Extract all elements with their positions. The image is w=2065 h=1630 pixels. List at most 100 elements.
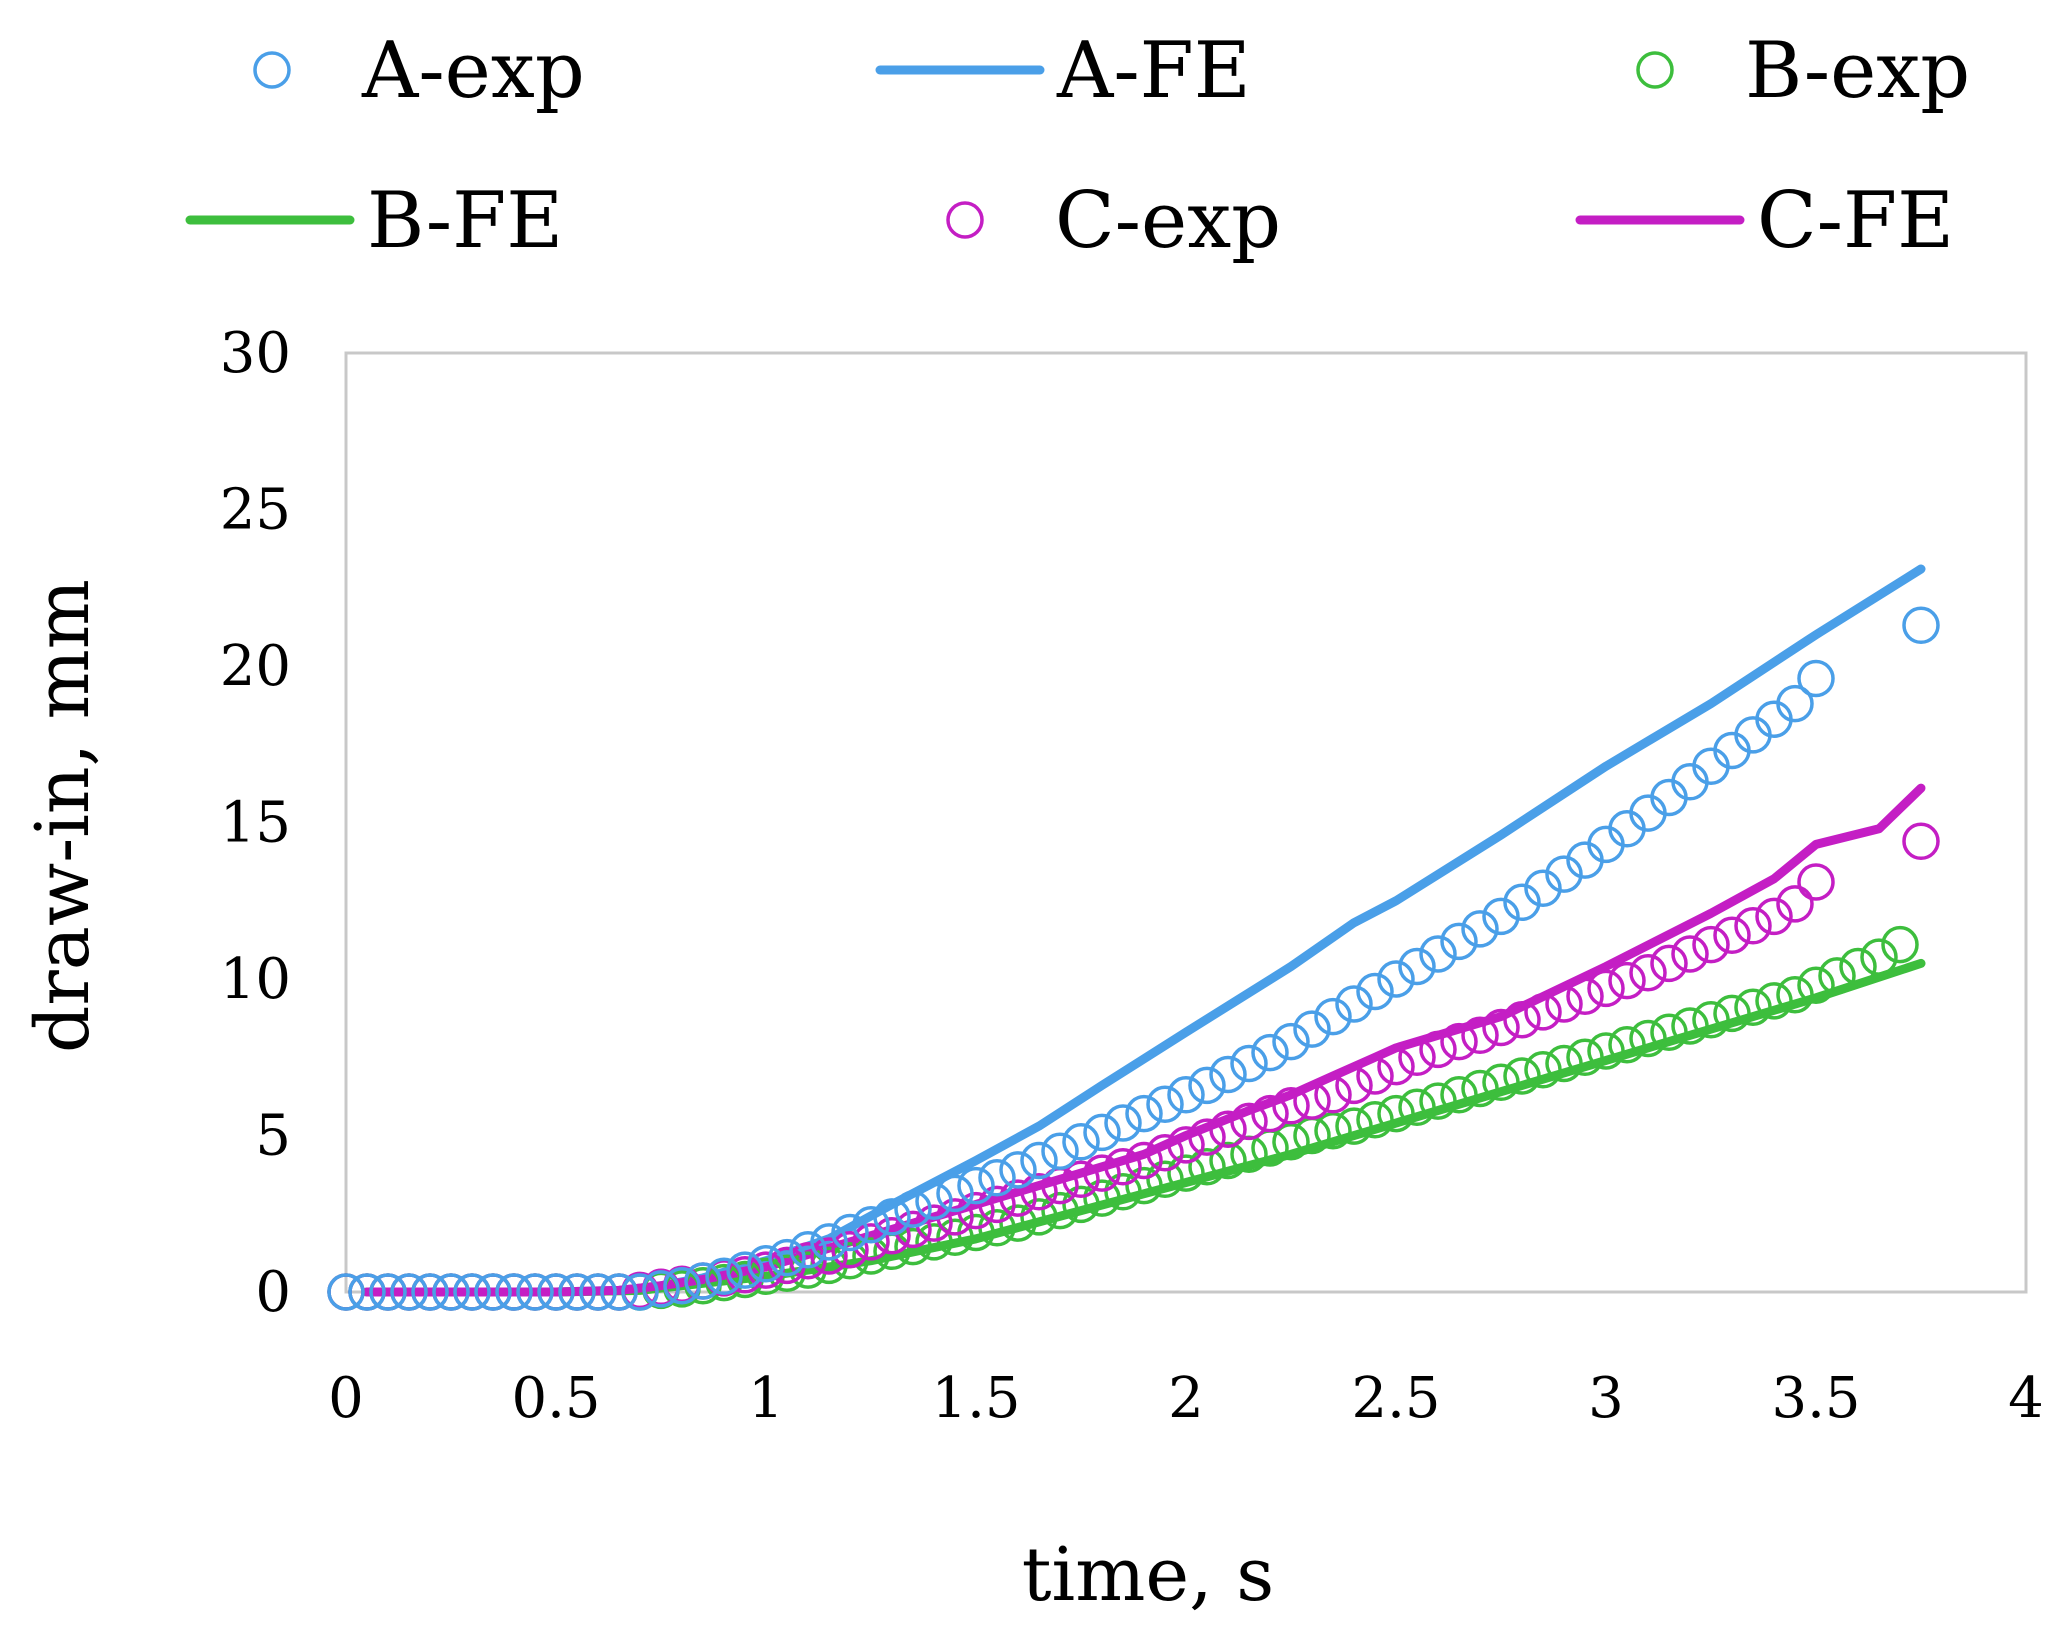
a-exp-point xyxy=(1461,910,1499,948)
a-exp-point xyxy=(1902,606,1940,645)
c-exp-point xyxy=(852,1223,890,1261)
a-exp-point xyxy=(474,1273,512,1311)
b-exp-point xyxy=(1566,1038,1604,1077)
c-exp-point xyxy=(1104,1148,1142,1186)
a-exp-point xyxy=(600,1273,638,1311)
c-exp-point xyxy=(1650,944,1688,983)
a-exp-point xyxy=(894,1190,932,1228)
c-exp-point xyxy=(915,1204,953,1242)
b-exp-point xyxy=(1209,1141,1247,1180)
a-exp-point xyxy=(579,1273,617,1311)
a-exp-point xyxy=(1293,1010,1331,1048)
b-exp-point xyxy=(1839,947,1877,986)
c-exp-point xyxy=(1734,907,1772,945)
b-exp-point xyxy=(1020,1198,1058,1236)
a-exp-point xyxy=(1020,1141,1058,1180)
c-exp-point xyxy=(1209,1110,1247,1148)
a-exp-point xyxy=(558,1273,596,1311)
b-exp-point xyxy=(1104,1173,1142,1211)
c-exp-point xyxy=(1566,977,1604,1015)
a-exp-point xyxy=(1167,1076,1205,1114)
c-exp-point xyxy=(1419,1030,1457,1069)
b-exp-point xyxy=(1440,1076,1478,1114)
a-exp-point xyxy=(432,1273,470,1311)
a-exp-point xyxy=(768,1238,806,1277)
legend: A-exp A-FE B-exp B-FE C-exp C-FE xyxy=(185,26,1970,266)
a-exp-point xyxy=(936,1174,974,1213)
b-exp-point xyxy=(789,1251,827,1289)
legend-symbol-a-exp xyxy=(253,51,291,89)
a-exp-point xyxy=(1083,1113,1121,1152)
series-layer xyxy=(327,564,1940,1311)
c-exp-point xyxy=(1755,897,1793,936)
legend-item-b-exp: B-exp xyxy=(1636,26,1970,116)
a-exp-point xyxy=(831,1213,869,1252)
c-exp-point xyxy=(873,1216,911,1255)
legend-item-a-fe: A-FE xyxy=(875,26,1251,116)
c-exp-point xyxy=(810,1237,848,1275)
a-exp-point xyxy=(642,1270,680,1308)
y-tick-label-0: 0 xyxy=(255,1260,291,1325)
x-axis-tick-labels: 0 0.5 1 1.5 2 2.5 3 3.5 4 xyxy=(328,1366,2044,1431)
b-exp-point xyxy=(936,1218,974,1256)
a-exp-point xyxy=(453,1273,491,1311)
c-exp-point xyxy=(1230,1102,1268,1141)
c-exp-point xyxy=(1440,1022,1478,1061)
c-exp-point xyxy=(1797,863,1835,901)
a-exp-point xyxy=(516,1273,554,1311)
b-exp-point xyxy=(1482,1063,1520,1102)
a-exp-point xyxy=(348,1273,386,1311)
a-exp-point xyxy=(957,1166,995,1205)
a-exp-point xyxy=(1440,922,1478,961)
c-exp-point xyxy=(1713,916,1751,954)
a-exp-point xyxy=(978,1159,1016,1197)
b-exp-point xyxy=(1797,966,1835,1005)
b-exp-point xyxy=(1188,1148,1226,1186)
legend-item-b-fe: B-FE xyxy=(185,176,563,266)
b-exp-point xyxy=(1755,982,1793,1020)
c-exp-point xyxy=(1146,1133,1184,1172)
a-exp-point xyxy=(684,1262,722,1300)
c-exp-point xyxy=(1482,1008,1520,1047)
y-tick-label-10: 10 xyxy=(220,947,291,1012)
b-exp-point xyxy=(1125,1166,1163,1205)
c-exp-point xyxy=(1524,993,1562,1031)
x-tick-label-2: 2 xyxy=(1168,1366,1204,1431)
b-exp-point xyxy=(831,1241,869,1280)
c-exp-point xyxy=(1503,1000,1541,1039)
c-exp-point xyxy=(1314,1076,1352,1114)
c-exp-point xyxy=(1692,925,1730,964)
a-exp-point xyxy=(1356,972,1394,1011)
c-exp-point xyxy=(1188,1118,1226,1156)
a-exp-point xyxy=(1230,1044,1268,1083)
legend-symbol-b-exp xyxy=(1636,51,1674,89)
b-exp-point xyxy=(1587,1032,1625,1070)
c-exp-point xyxy=(1083,1154,1121,1192)
c-exp-point xyxy=(1398,1038,1436,1077)
legend-label-a-fe: A-FE xyxy=(1056,26,1251,116)
x-tick-label-0-5: 0.5 xyxy=(511,1366,600,1431)
b-exp-point xyxy=(1692,1000,1730,1039)
y-tick-label-5: 5 xyxy=(255,1104,291,1169)
c-exp-point xyxy=(1671,935,1709,973)
a-exp-point xyxy=(1041,1132,1079,1170)
b-exp-point xyxy=(1881,925,1919,964)
b-fe-line xyxy=(362,958,1926,1297)
c-exp-point xyxy=(1377,1047,1415,1086)
y-tick-label-25: 25 xyxy=(220,478,291,543)
c-exp-point xyxy=(1461,1016,1499,1055)
a-exp-point xyxy=(1314,997,1352,1036)
c-exp-point xyxy=(1335,1066,1373,1105)
a-exp-point xyxy=(495,1273,533,1311)
legend-item-c-exp: C-exp xyxy=(946,176,1281,266)
a-exp-point xyxy=(1188,1066,1226,1105)
a-exp-point xyxy=(1797,659,1835,698)
a-exp-point xyxy=(1545,855,1583,893)
y-axis-title: draw-in, mm xyxy=(20,579,106,1053)
a-exp-point xyxy=(705,1257,743,1296)
c-exp-point xyxy=(1629,953,1667,992)
b-exp-point xyxy=(1629,1019,1667,1058)
c-exp-point xyxy=(978,1185,1016,1224)
a-exp-point xyxy=(537,1273,575,1311)
